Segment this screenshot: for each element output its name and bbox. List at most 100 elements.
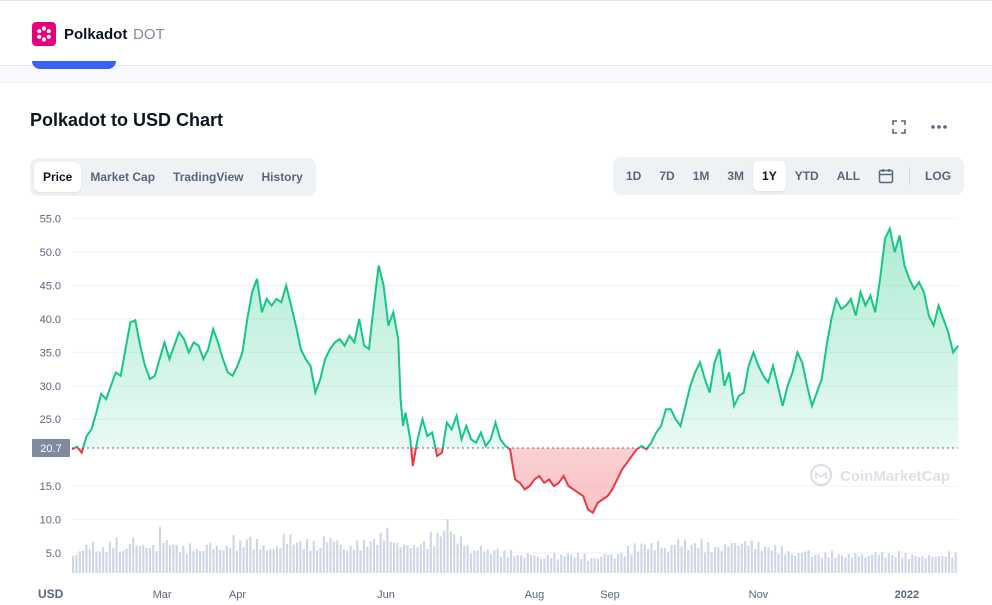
volume-bar <box>817 554 820 573</box>
range-ytd[interactable]: YTD <box>794 169 819 183</box>
tab-price[interactable]: Price <box>34 162 82 192</box>
volume-bar <box>108 541 111 573</box>
tab-tradingview[interactable]: TradingView <box>173 170 244 184</box>
price-area-below <box>72 447 648 513</box>
volume-bar <box>927 555 931 573</box>
volume-bar <box>620 552 623 573</box>
volume-bar <box>550 557 553 573</box>
volume-bar <box>727 546 730 573</box>
volume-bar <box>275 546 279 573</box>
volume-bar <box>426 548 429 573</box>
volume-bar <box>921 556 924 573</box>
volume-bars <box>72 519 957 573</box>
more-horizontal-icon[interactable] <box>928 116 950 138</box>
price-chart[interactable]: CoinMarketCap 20.7 55.0 50.0 45.0 40.0 35.0 3… <box>0 200 992 605</box>
volume-bar <box>854 552 857 573</box>
volume-bar <box>513 555 516 573</box>
volume-bar <box>192 551 195 573</box>
y-tick-label: 10.0 <box>40 515 61 527</box>
volume-bar <box>95 551 98 573</box>
volume-bar <box>232 534 235 573</box>
volume-bar <box>429 532 432 573</box>
volume-bar <box>122 550 125 573</box>
volume-bar <box>907 558 910 573</box>
range-all[interactable]: ALL <box>836 169 861 183</box>
volume-bar <box>790 554 793 573</box>
y-tick-label: 40.0 <box>40 314 61 326</box>
range-1m[interactable]: 1M <box>692 169 710 183</box>
x-tick-label: Apr <box>229 589 246 601</box>
volume-bar <box>723 544 727 573</box>
volume-bar <box>489 554 493 573</box>
volume-bar <box>697 547 700 573</box>
tab-market-cap[interactable]: Market Cap <box>90 170 156 184</box>
currency-label: USD <box>38 587 64 601</box>
volume-bar <box>399 547 402 573</box>
volume-bar <box>439 536 442 573</box>
volume-bar <box>132 537 135 573</box>
y-tick-label: 45.0 <box>40 281 61 293</box>
volume-bar <box>219 549 222 573</box>
tab-history[interactable]: History <box>261 170 303 184</box>
range-3m[interactable]: 3M <box>727 169 745 183</box>
volume-bar <box>720 550 723 573</box>
volume-bar <box>359 550 362 573</box>
volume-bar <box>516 554 519 573</box>
volume-bar <box>416 547 419 573</box>
volume-bar <box>941 555 944 573</box>
x-tick-label: Mar <box>153 589 172 601</box>
volume-bar <box>402 544 406 573</box>
x-tick-label: Nov <box>749 589 769 601</box>
volume-bar <box>245 539 248 573</box>
volume-bar <box>479 545 483 573</box>
volume-bar <box>647 549 650 573</box>
range-1y[interactable]: 1Y <box>753 161 786 191</box>
volume-bar <box>225 545 228 573</box>
volume-bar <box>804 551 807 573</box>
volume-bar <box>914 556 917 573</box>
volume-bar <box>259 549 262 573</box>
volume-bar <box>563 556 566 573</box>
volume-bar <box>784 554 787 573</box>
volume-bar <box>897 551 900 573</box>
volume-bar <box>423 541 426 573</box>
volume-bar <box>754 548 757 573</box>
volume-bar <box>322 536 325 573</box>
volume-bar <box>673 544 676 573</box>
range-selector: 1D 7D 1M 3M 1Y YTD ALL LOG <box>613 157 965 195</box>
chart-view-tabs: Price Market Cap TradingView History <box>30 158 316 196</box>
volume-bar <box>162 542 165 573</box>
volume-bar <box>690 544 693 573</box>
volume-bar <box>483 551 486 573</box>
polkadot-logo-icon <box>32 22 56 46</box>
fullscreen-icon[interactable] <box>888 116 910 138</box>
volume-bar <box>881 552 884 573</box>
volume-bar <box>717 547 720 573</box>
y-axis-labels: 55.0 50.0 45.0 40.0 35.0 30.0 25.0 15.0 10.0 5.0 <box>40 214 61 560</box>
range-1d[interactable]: 1D <box>626 169 642 183</box>
calendar-icon[interactable] <box>869 161 903 191</box>
volume-bar <box>573 557 576 573</box>
volume-bar <box>499 556 503 573</box>
range-7d[interactable]: 7D <box>659 169 675 183</box>
volume-bar <box>540 558 543 573</box>
volume-bar <box>566 553 569 573</box>
log-scale-toggle[interactable]: LOG <box>925 169 952 183</box>
x-tick-label: Aug <box>525 589 545 601</box>
volume-bar <box>466 545 469 573</box>
volume-bar <box>506 557 509 573</box>
volume-bar <box>326 542 329 573</box>
volume-bar <box>306 539 309 573</box>
volume-bar <box>413 545 416 573</box>
volume-bar <box>861 554 864 573</box>
volume-bar <box>767 547 770 573</box>
volume-bar <box>235 550 238 573</box>
volume-bar <box>777 553 780 573</box>
volume-bar <box>650 543 653 573</box>
x-tick-label: 2022 <box>895 589 919 601</box>
volume-bar <box>810 557 814 573</box>
volume-bar <box>92 541 95 573</box>
volume-bar <box>332 541 335 573</box>
volume-bar <box>623 556 626 573</box>
volume-bar <box>296 542 299 573</box>
